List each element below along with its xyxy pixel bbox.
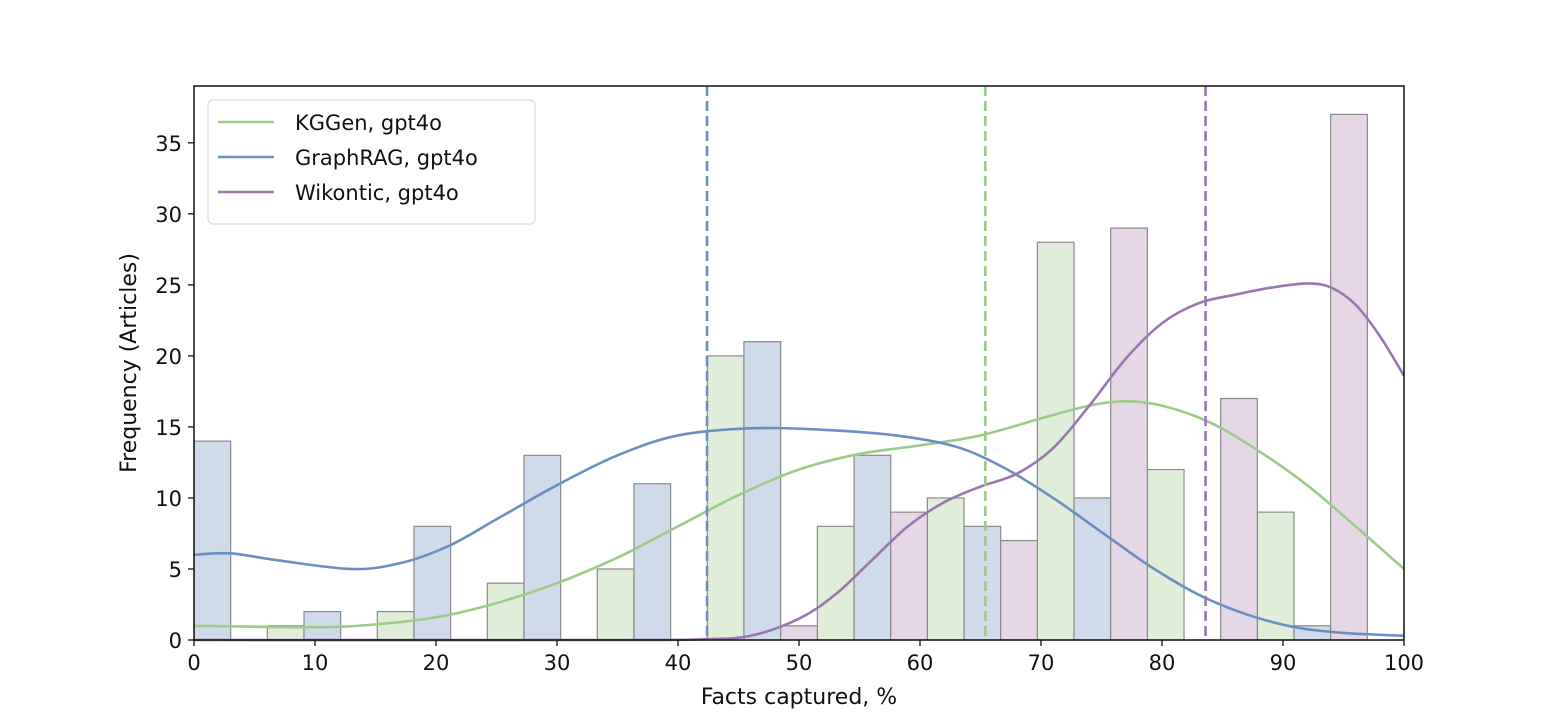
- legend-label-0: KGGen, gpt4o: [295, 111, 442, 135]
- legend-label-1: GraphRAG, gpt4o: [295, 146, 478, 170]
- x-tick-label: 60: [907, 651, 934, 675]
- bar-0-7: [1036, 241, 1075, 641]
- x-tick-label: 40: [665, 651, 692, 675]
- bar-0-4: [706, 355, 745, 641]
- x-tick-label: 10: [302, 651, 329, 675]
- legend-box: [207, 99, 536, 225]
- x-tick-label: 80: [1149, 651, 1176, 675]
- bar-1-2: [413, 525, 452, 641]
- bar-2-7: [1000, 539, 1038, 641]
- bar-0-2: [486, 582, 525, 641]
- bar-1-0: [193, 440, 232, 641]
- x-axis-label: Facts captured, %: [701, 685, 897, 710]
- bar-2-6: [890, 511, 928, 641]
- x-tick-label: 30: [544, 651, 571, 675]
- y-tick-label: 15: [155, 416, 182, 440]
- kde-curve-2: [193, 282, 1406, 642]
- y-tick-label: 20: [155, 345, 182, 369]
- legend: KGGen, gpt4o GraphRAG, gpt4o Wikontic, gpt…: [207, 99, 536, 225]
- bar-1-7: [963, 525, 1002, 641]
- y-tick-label: 25: [155, 274, 182, 298]
- mean-lines-layer: [705, 86, 1207, 640]
- bar-0-6: [926, 497, 965, 641]
- x-tick-label: 90: [1270, 651, 1297, 675]
- y-axis-label: Frequency (Articles): [117, 253, 142, 473]
- x-tick-label: 20: [423, 651, 450, 675]
- bar-1-4: [633, 483, 672, 641]
- bar-1-3: [523, 454, 562, 641]
- bar-2-8: [1110, 227, 1148, 641]
- legend-label-2: Wikontic, gpt4o: [295, 181, 459, 205]
- y-tick-label: 10: [155, 487, 182, 511]
- bar-0-8: [1146, 468, 1185, 641]
- bar-0-1: [376, 610, 415, 641]
- y-tick-label: 30: [155, 203, 182, 227]
- y-tick-label: 35: [155, 132, 182, 156]
- x-tick-label: 100: [1384, 651, 1424, 675]
- x-tick-label: 70: [1028, 651, 1055, 675]
- kde-curve-0: [193, 400, 1405, 629]
- bar-2-5: [780, 625, 818, 641]
- bar-0-3: [596, 568, 635, 641]
- bar-2-9: [1220, 397, 1258, 641]
- y-tick-label: 0: [169, 629, 182, 653]
- bar-2-10: [1330, 113, 1368, 641]
- x-tick-label: 0: [187, 651, 200, 675]
- x-tick-label: 50: [786, 651, 813, 675]
- y-tick-label: 5: [169, 558, 182, 582]
- bar-1-8: [1073, 497, 1112, 641]
- x-axis-ticks: 0 10 20 30 40 50 60 70 80 90 100: [187, 640, 1424, 675]
- y-axis-ticks: 0 5 10 15 20 25 30 35: [155, 132, 194, 653]
